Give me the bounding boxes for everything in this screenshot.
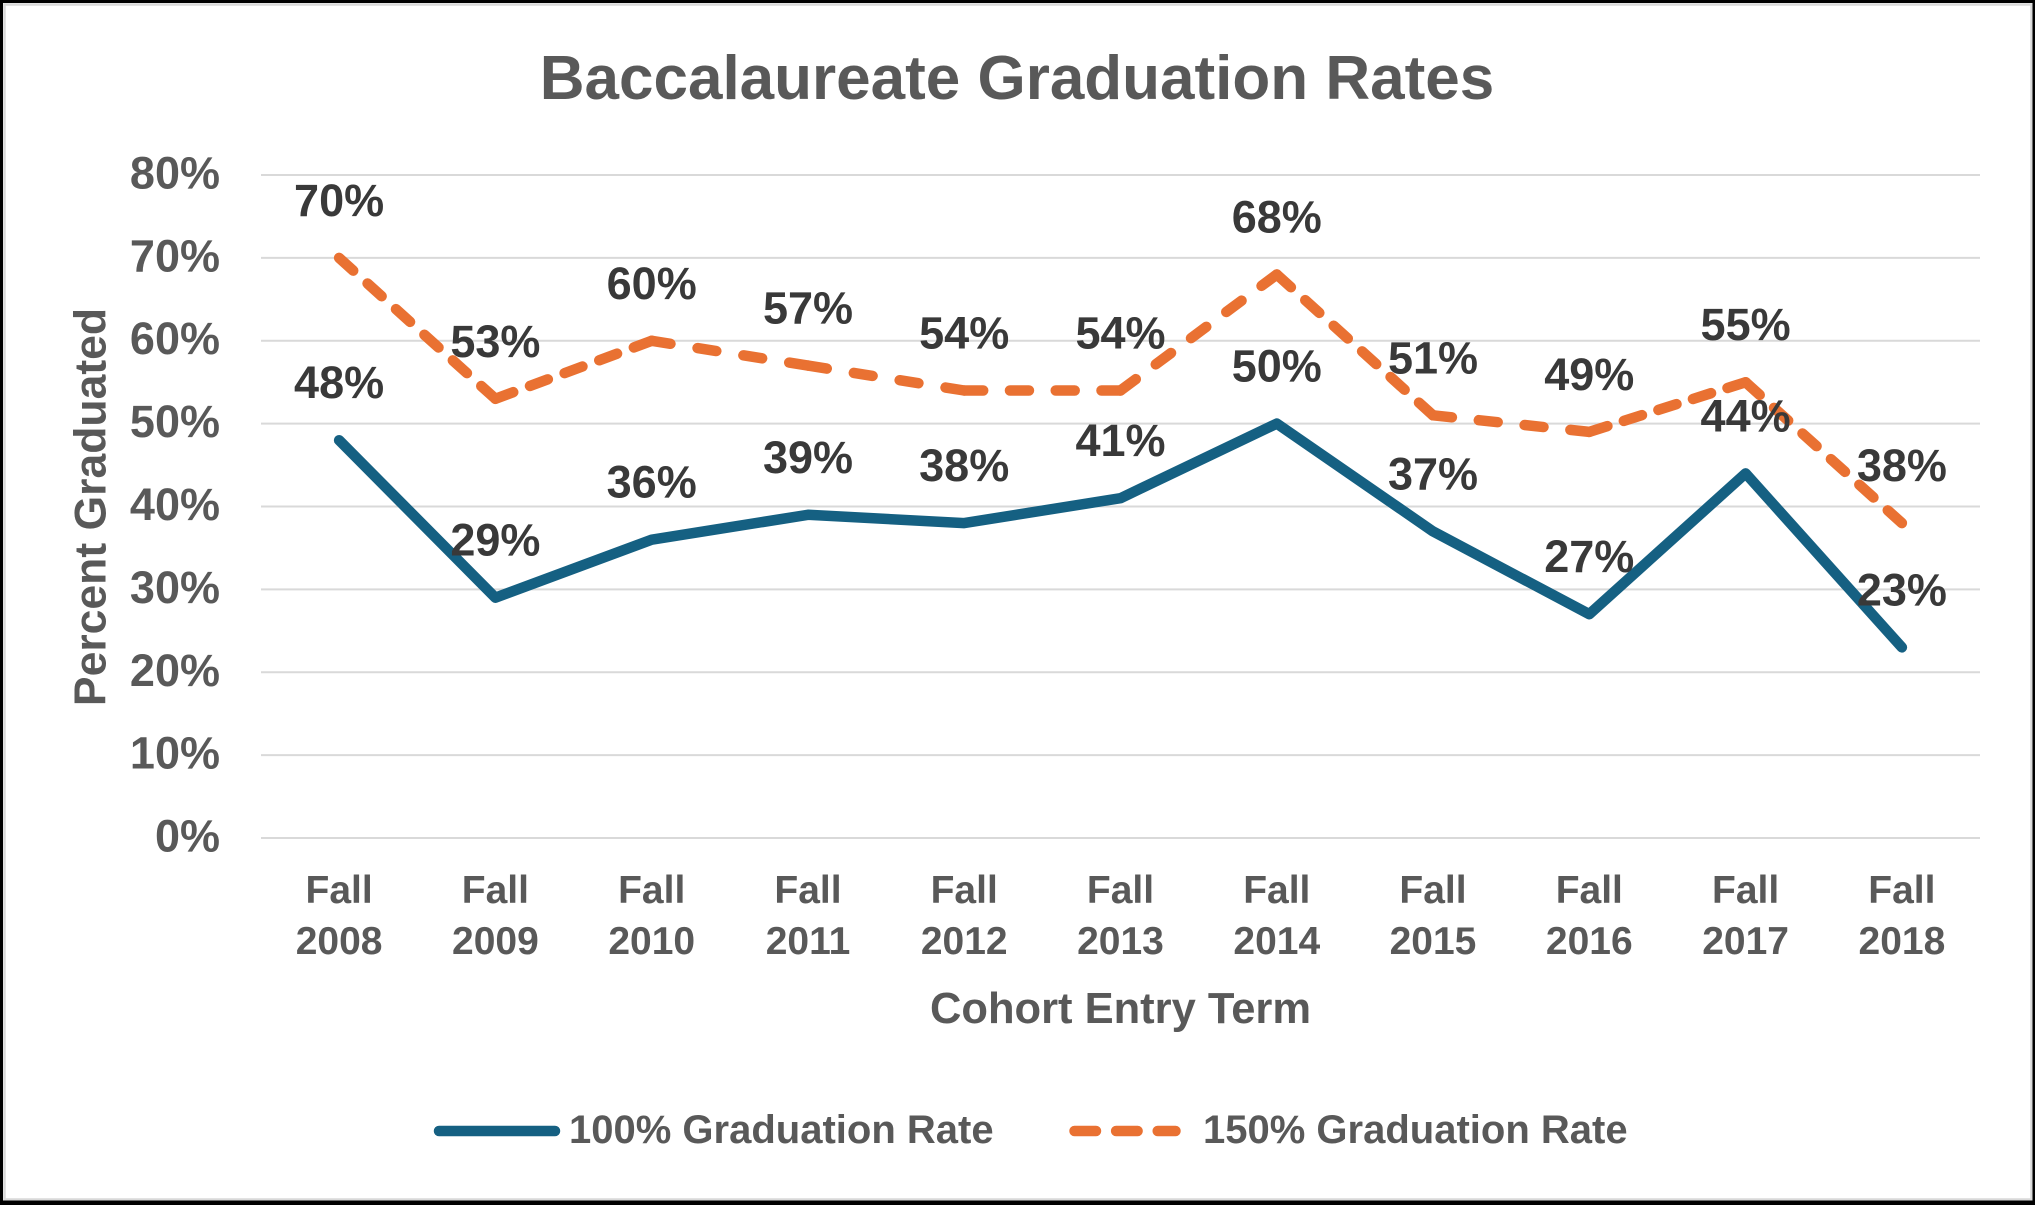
svg-text:39%: 39% <box>763 432 853 483</box>
svg-text:50%: 50% <box>130 396 220 447</box>
svg-text:Fall: Fall <box>618 869 685 912</box>
svg-text:55%: 55% <box>1701 299 1791 350</box>
svg-text:80%: 80% <box>130 148 220 199</box>
svg-text:Baccalaureate Graduation Rates: Baccalaureate Graduation Rates <box>540 44 1495 113</box>
svg-text:150% Graduation Rate: 150% Graduation Rate <box>1203 1108 1628 1152</box>
svg-text:44%: 44% <box>1701 390 1791 441</box>
svg-text:Fall: Fall <box>1399 869 1466 912</box>
svg-text:23%: 23% <box>1857 564 1947 615</box>
svg-text:20%: 20% <box>130 645 220 696</box>
svg-text:60%: 60% <box>130 313 220 364</box>
svg-text:38%: 38% <box>1857 440 1947 491</box>
svg-text:38%: 38% <box>919 440 1009 491</box>
svg-text:36%: 36% <box>607 457 697 508</box>
svg-text:Fall: Fall <box>774 869 841 912</box>
svg-text:2008: 2008 <box>296 920 383 963</box>
svg-text:50%: 50% <box>1232 341 1322 392</box>
svg-text:30%: 30% <box>130 562 220 613</box>
svg-text:2013: 2013 <box>1077 920 1164 963</box>
svg-text:2009: 2009 <box>452 920 539 963</box>
svg-text:37%: 37% <box>1388 448 1478 499</box>
svg-text:40%: 40% <box>130 479 220 530</box>
svg-text:2017: 2017 <box>1702 920 1789 963</box>
svg-text:70%: 70% <box>294 175 384 226</box>
svg-text:60%: 60% <box>607 258 697 309</box>
svg-text:Fall: Fall <box>306 869 373 912</box>
svg-text:10%: 10% <box>130 728 220 779</box>
svg-text:54%: 54% <box>1075 308 1165 359</box>
svg-text:70%: 70% <box>130 230 220 281</box>
svg-text:Fall: Fall <box>1712 869 1779 912</box>
svg-text:68%: 68% <box>1232 192 1322 243</box>
svg-text:Fall: Fall <box>1868 869 1935 912</box>
svg-text:49%: 49% <box>1544 349 1634 400</box>
svg-text:53%: 53% <box>450 316 540 367</box>
svg-text:100% Graduation Rate: 100% Graduation Rate <box>569 1108 994 1152</box>
svg-text:2011: 2011 <box>766 920 851 963</box>
svg-text:0%: 0% <box>155 811 220 862</box>
svg-text:57%: 57% <box>763 283 853 334</box>
svg-text:Fall: Fall <box>1087 869 1154 912</box>
svg-text:29%: 29% <box>450 515 540 566</box>
svg-text:51%: 51% <box>1388 332 1478 383</box>
svg-text:2012: 2012 <box>921 920 1008 963</box>
svg-text:Percent Graduated: Percent Graduated <box>67 308 116 706</box>
svg-text:48%: 48% <box>294 357 384 408</box>
svg-text:Cohort Entry Term: Cohort Entry Term <box>930 985 1311 1033</box>
svg-text:2018: 2018 <box>1859 920 1946 963</box>
svg-text:2014: 2014 <box>1233 920 1320 963</box>
svg-text:54%: 54% <box>919 308 1009 359</box>
svg-text:Fall: Fall <box>1243 869 1310 912</box>
svg-text:2015: 2015 <box>1390 920 1477 963</box>
svg-text:41%: 41% <box>1075 415 1165 466</box>
svg-text:27%: 27% <box>1544 531 1634 582</box>
svg-text:Fall: Fall <box>462 869 529 912</box>
svg-text:Fall: Fall <box>931 869 998 912</box>
svg-text:2010: 2010 <box>608 920 695 963</box>
svg-text:Fall: Fall <box>1556 869 1623 912</box>
svg-text:2016: 2016 <box>1546 920 1633 963</box>
